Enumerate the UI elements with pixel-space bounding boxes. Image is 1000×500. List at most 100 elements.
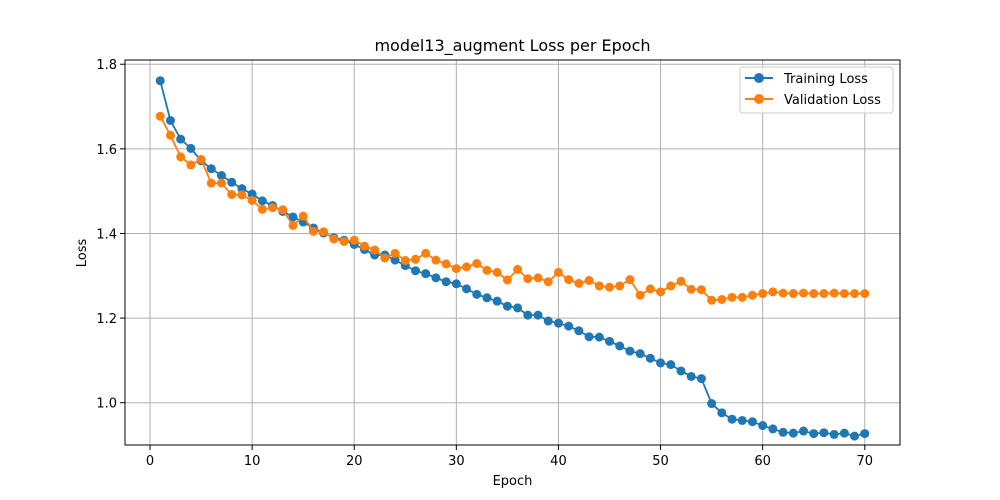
validation-loss-point bbox=[349, 235, 359, 245]
validation-loss-point bbox=[819, 289, 829, 299]
validation-loss-point bbox=[298, 211, 308, 221]
training-loss-point bbox=[860, 429, 870, 439]
validation-loss-point bbox=[288, 220, 298, 230]
training-loss-point bbox=[155, 76, 165, 86]
validation-loss-point bbox=[400, 256, 410, 266]
legend-box bbox=[739, 66, 894, 114]
training-loss-point bbox=[462, 284, 472, 294]
validation-loss-point bbox=[564, 275, 574, 285]
validation-loss-point bbox=[339, 237, 349, 246]
validation-loss-point bbox=[431, 255, 441, 265]
validation-loss-point bbox=[472, 259, 482, 268]
training-loss-point bbox=[206, 164, 216, 174]
y-tick-label: 1.0 bbox=[96, 397, 117, 412]
validation-loss-point bbox=[502, 275, 512, 285]
validation-loss-point bbox=[329, 234, 339, 244]
validation-loss-point bbox=[696, 285, 706, 295]
grid-lines bbox=[125, 60, 900, 445]
validation-loss-point bbox=[778, 288, 788, 298]
validation-loss-point bbox=[686, 284, 696, 294]
validation-loss-point bbox=[380, 253, 390, 263]
validation-loss-point bbox=[707, 295, 717, 305]
training-loss-point bbox=[502, 301, 512, 311]
training-loss-point bbox=[482, 293, 492, 303]
x-tick-label: 30 bbox=[448, 454, 465, 469]
validation-loss-point bbox=[839, 289, 849, 299]
validation-loss-point bbox=[216, 178, 226, 188]
training-loss-point bbox=[605, 336, 614, 346]
training-loss-point bbox=[809, 429, 819, 439]
validation-loss-point bbox=[155, 111, 165, 121]
legend-label-training: Training Loss bbox=[783, 72, 868, 87]
validation-loss-point bbox=[462, 262, 472, 272]
validation-loss-point bbox=[543, 277, 553, 287]
validation-loss-point bbox=[390, 248, 400, 258]
validation-loss-point bbox=[768, 287, 778, 297]
training-loss-point bbox=[666, 360, 676, 370]
validation-loss-point bbox=[421, 248, 431, 258]
training-loss-point bbox=[492, 296, 502, 306]
training-loss-point bbox=[533, 310, 543, 320]
y-axis-label: Loss bbox=[75, 239, 90, 268]
training-loss-point bbox=[676, 366, 686, 376]
training-loss-point bbox=[574, 326, 584, 336]
training-loss-point bbox=[799, 426, 809, 436]
plot-frame bbox=[124, 59, 901, 446]
training-loss-point bbox=[727, 414, 737, 424]
training-loss-point bbox=[411, 266, 420, 276]
validation-loss-point bbox=[165, 130, 175, 140]
validation-loss-point bbox=[247, 195, 257, 205]
validation-loss-point bbox=[359, 241, 369, 251]
training-loss-point bbox=[850, 431, 860, 441]
training-loss-point bbox=[819, 428, 829, 438]
training-loss-point bbox=[288, 212, 298, 222]
training-loss-point bbox=[707, 399, 717, 409]
training-loss-point bbox=[686, 371, 696, 381]
validation-loss-point bbox=[788, 289, 798, 299]
validation-loss-point bbox=[441, 259, 451, 269]
validation-loss-point bbox=[747, 290, 757, 300]
validation-loss-point bbox=[860, 289, 870, 299]
validation-loss-point bbox=[717, 294, 727, 304]
training-loss-point bbox=[257, 196, 267, 206]
training-loss-point bbox=[421, 269, 431, 279]
validation-loss-point bbox=[605, 282, 614, 292]
legend-marker-training bbox=[754, 73, 764, 83]
training-loss-point bbox=[237, 184, 247, 194]
validation-loss-point bbox=[645, 284, 655, 294]
training-loss-point bbox=[594, 332, 604, 342]
x-tick-label: 20 bbox=[346, 454, 363, 469]
validation-loss-point bbox=[411, 254, 420, 264]
plot-area bbox=[125, 60, 900, 445]
y-tick-label: 1.8 bbox=[96, 58, 117, 73]
validation-loss-point bbox=[533, 273, 543, 283]
x-tick-label: 50 bbox=[652, 454, 669, 469]
validation-loss-point bbox=[676, 276, 686, 286]
x-tick-label: 10 bbox=[244, 454, 261, 469]
validation-loss-point bbox=[186, 160, 196, 170]
validation-loss-line bbox=[159, 115, 865, 302]
legend: Training Loss Validation Loss bbox=[739, 66, 894, 114]
training-loss-point bbox=[758, 421, 768, 431]
training-loss-point bbox=[778, 427, 788, 437]
chart-title: model13_augment Loss per Epoch bbox=[374, 36, 650, 56]
validation-loss-point bbox=[513, 264, 523, 274]
validation-loss-point bbox=[635, 290, 645, 300]
training-loss-point bbox=[645, 353, 655, 363]
validation-loss-point bbox=[625, 275, 635, 285]
training-loss-point bbox=[390, 255, 400, 265]
training-loss-point bbox=[431, 273, 441, 283]
validation-loss-point bbox=[737, 292, 747, 302]
validation-loss-point bbox=[809, 289, 819, 299]
training-loss-point bbox=[839, 428, 849, 438]
training-loss-point bbox=[584, 332, 594, 342]
y-tick-label: 1.6 bbox=[96, 143, 117, 158]
training-loss-point bbox=[737, 415, 747, 425]
validation-loss-point bbox=[268, 203, 278, 213]
validation-loss-point bbox=[237, 190, 247, 200]
validation-loss-point bbox=[829, 288, 839, 298]
validation-loss-point bbox=[482, 265, 492, 275]
validation-loss-point bbox=[308, 226, 318, 236]
validation-loss-point bbox=[176, 152, 186, 162]
